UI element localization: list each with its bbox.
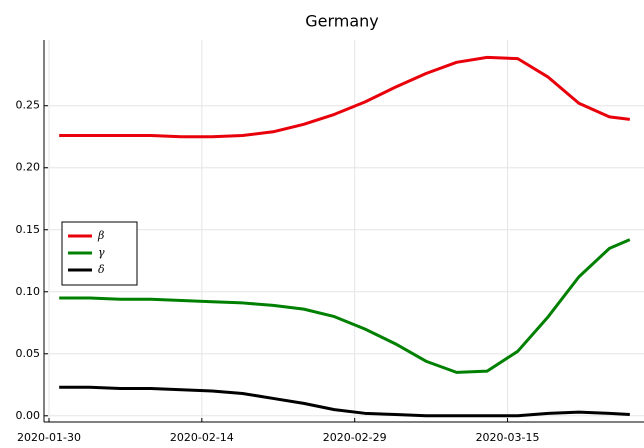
series-line: [59, 55, 630, 139]
legend-label: δ: [98, 263, 105, 276]
series-line: [59, 238, 631, 374]
x-tick-label: 2020-01-30: [17, 431, 81, 444]
x-tick-label: 2020-02-29: [323, 431, 387, 444]
chart-title: Germany: [305, 12, 379, 31]
y-tick-label: 0.25: [16, 99, 41, 112]
legend-label: γ: [98, 246, 105, 259]
y-tick-label: 0.10: [16, 285, 41, 298]
legend: βγδ: [61, 221, 138, 286]
y-tick-label: 0.00: [16, 409, 41, 422]
x-tick-label: 2020-03-15: [476, 431, 540, 444]
y-tick-label: 0.05: [16, 347, 41, 360]
y-tick-label: 0.15: [16, 223, 41, 236]
legend-label: β: [97, 229, 104, 242]
y-tick-label: 0.20: [16, 161, 41, 174]
x-tick-label: 2020-02-14: [170, 431, 234, 444]
series-line: [59, 385, 630, 418]
